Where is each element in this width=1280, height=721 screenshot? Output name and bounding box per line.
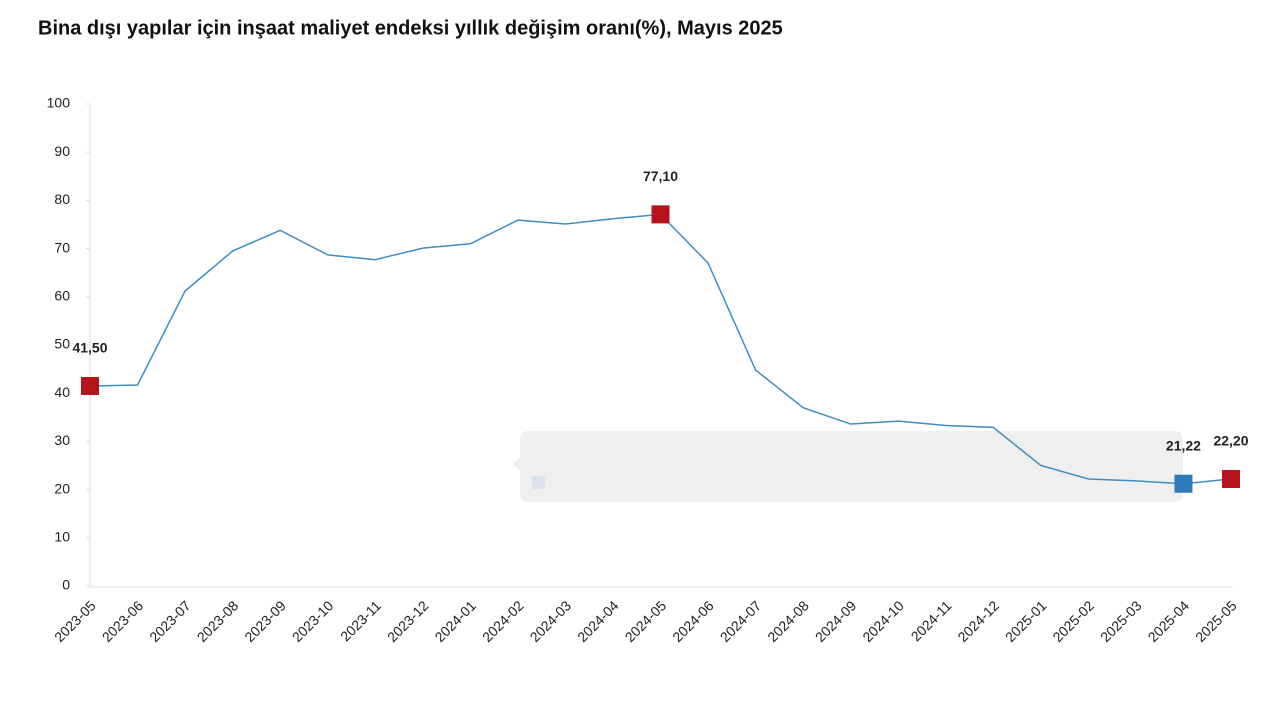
x-tick-label: 2024-03 xyxy=(527,597,575,645)
chart-title: Bina dışı yapılar için inşaat maliyet en… xyxy=(38,17,783,39)
y-tick-label: 60 xyxy=(54,288,70,304)
y-tick-label: 0 xyxy=(62,577,70,593)
x-tick-label: 2025-01 xyxy=(1002,597,1050,645)
marker xyxy=(1174,474,1193,493)
x-tick-label: 2024-11 xyxy=(908,597,955,644)
x-tick-label: 2024-09 xyxy=(812,597,860,645)
x-tick-label: 2024-02 xyxy=(479,597,527,645)
y-tick-label: 30 xyxy=(54,432,70,448)
x-tick-label: 2025-04 xyxy=(1145,597,1193,645)
marker xyxy=(81,376,99,395)
y-tick-label: 40 xyxy=(54,384,70,400)
value-label: 41,50 xyxy=(72,340,107,356)
x-tick-label: 2024-12 xyxy=(954,597,1002,645)
value-label: 22,20 xyxy=(1213,433,1248,449)
x-tick-label: 2025-02 xyxy=(1049,597,1097,645)
x-tick-label: 2024-04 xyxy=(574,597,622,645)
tooltip xyxy=(512,431,1183,502)
y-tick-label: 80 xyxy=(54,191,70,207)
x-tick-label: 2024-07 xyxy=(717,597,765,645)
value-label: 21,22 xyxy=(1166,437,1201,453)
x-tick-label: 2025-05 xyxy=(1192,597,1240,645)
tooltip-swatch xyxy=(532,476,545,489)
x-tick-label: 2024-01 xyxy=(431,597,479,645)
y-tick-label: 70 xyxy=(54,239,70,255)
tooltip-box xyxy=(512,431,1183,502)
y-tick-label: 20 xyxy=(54,480,70,496)
x-tick-label: 2023-09 xyxy=(241,597,289,645)
y-tick-label: 10 xyxy=(54,529,70,545)
x-tick-label: 2023-05 xyxy=(51,597,99,645)
x-tick-label: 2023-07 xyxy=(146,597,194,645)
x-tick-label: 2025-03 xyxy=(1097,597,1145,645)
x-tick-label: 2023-11 xyxy=(337,597,384,644)
y-tick-label: 90 xyxy=(54,143,70,159)
value-label: 77,10 xyxy=(643,168,678,184)
x-tick-label: 2023-06 xyxy=(99,597,147,645)
marker xyxy=(651,205,670,224)
x-tick-label: 2024-10 xyxy=(859,597,907,645)
marker xyxy=(1222,469,1240,488)
x-tick-label: 2024-05 xyxy=(622,597,670,645)
x-tick-label: 2024-06 xyxy=(669,597,717,645)
x-tick-label: 2023-10 xyxy=(289,597,337,645)
y-tick-label: 100 xyxy=(47,95,71,111)
x-tick-label: 2023-08 xyxy=(194,597,242,645)
x-tick-label: 2023-12 xyxy=(384,597,432,645)
x-tick-label: 2024-08 xyxy=(764,597,812,645)
y-tick-label: 50 xyxy=(54,336,70,352)
